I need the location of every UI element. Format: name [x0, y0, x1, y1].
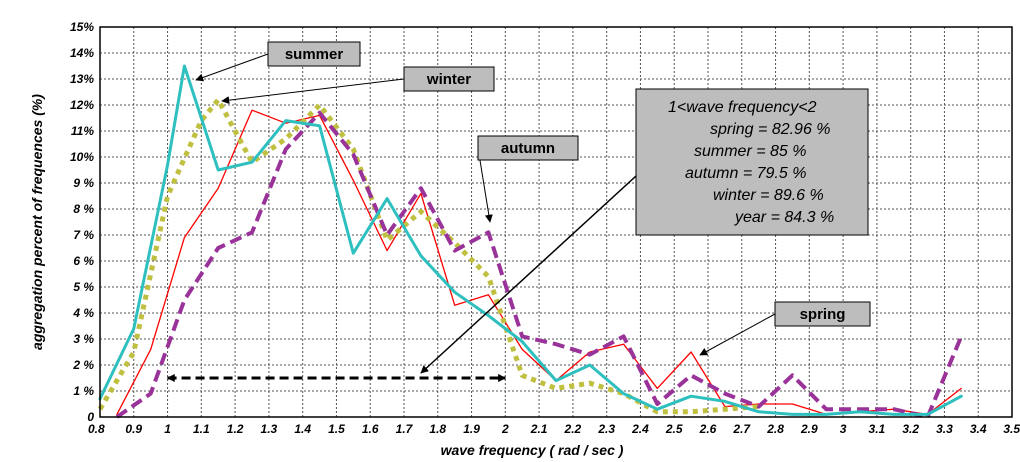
- x-tick-label: 3.4: [970, 422, 987, 436]
- y-tick-label: 2 %: [72, 358, 94, 372]
- annotation-arrow-spring: [699, 313, 776, 356]
- x-tick-label: 3.2: [902, 422, 919, 436]
- x-tick-label: 0.8: [88, 422, 105, 436]
- x-tick-label: 1.2: [227, 422, 244, 436]
- x-tick-label: 1.4: [294, 422, 311, 436]
- plot-area: [100, 27, 1012, 417]
- annotation-label-autumn: autumn: [501, 140, 555, 157]
- annotation-box-winter: [403, 66, 495, 92]
- x-tick-labels: 0.8 0.9 1 1.1 1.2 1.3 1.4 1.5 1.6 1.7 1.8 1.9 2 2.1 2.…: [88, 422, 1020, 436]
- x-tick-label: 1.5: [328, 422, 345, 436]
- y-tick-label: 13%: [70, 72, 94, 86]
- x-tick-label: 1.8: [429, 422, 446, 436]
- y-tick-label: 11%: [71, 124, 94, 138]
- annotation-label-winter: winter: [426, 71, 471, 88]
- y-tick-label: 12%: [70, 98, 94, 112]
- x-tick-label: 2.1: [530, 422, 548, 436]
- y-tick-label: 1 %: [73, 384, 94, 398]
- annotation-autumn: autumn: [477, 135, 579, 223]
- series-line-autumn: [115, 110, 964, 419]
- series-layer: [97, 64, 964, 419]
- x-axis-label: wave frequency ( rad / sec ): [441, 442, 624, 458]
- y-tick-label: 14%: [70, 46, 94, 60]
- x-tick-label: 1.7: [396, 422, 414, 436]
- x-tick-label: 3: [840, 422, 847, 436]
- y-tick-label: 15%: [70, 20, 94, 34]
- stats-line: winter = 89.6 %: [713, 187, 824, 204]
- x-tick-label: 1.3: [261, 422, 278, 436]
- annotation-box-summer: [267, 41, 361, 67]
- x-tick-label: 0.9: [125, 422, 142, 436]
- annotation-summer: summer: [195, 41, 361, 82]
- annotation-winter: winter: [221, 66, 495, 105]
- stats-line: autumn = 79.5 %: [685, 165, 806, 182]
- annotation-arrow-winter: [221, 78, 405, 105]
- x-tick-label: 2.3: [597, 422, 615, 436]
- y-tick-label: 0: [87, 410, 94, 424]
- x-tick-label: 2.7: [732, 422, 751, 436]
- series-line-winter: [97, 97, 759, 415]
- x-tick-label: 2.8: [766, 422, 784, 436]
- grid: [100, 27, 1012, 417]
- series-line-spring: [116, 109, 962, 416]
- annotation-box-spring: [774, 301, 871, 327]
- annotation-label-spring: spring: [800, 306, 846, 323]
- stats-line: summer = 85 %: [694, 143, 806, 160]
- x-tick-label: 2.6: [699, 422, 717, 436]
- y-tick-label: 7 %: [73, 228, 94, 242]
- x-tick-label: 3.1: [869, 422, 886, 436]
- y-axis-label: aggregation percent of frequences (%): [29, 94, 45, 350]
- x-tick-label: 1.9: [463, 422, 480, 436]
- x-tick-label: 3.3: [936, 422, 953, 436]
- x-tick-label: 3.5: [1003, 422, 1020, 436]
- x-tick-label: 2: [501, 422, 509, 436]
- x-tick-label: 1.1: [193, 422, 210, 436]
- x-tick-label: 2.2: [564, 422, 582, 436]
- stats-box: 1<wave frequency<2 spring = 82.96 % summer…: [420, 88, 869, 374]
- stats-line: spring = 82.96 %: [710, 121, 831, 138]
- annotation-label-summer: summer: [285, 46, 344, 63]
- plot-frame: [99, 26, 1013, 418]
- y-tick-label: 4 %: [72, 306, 94, 320]
- stats-line: 1<wave frequency<2: [668, 99, 817, 116]
- y-tick-label: 6 %: [73, 254, 94, 268]
- annotation-arrow-summer: [195, 53, 269, 82]
- stats-arrow: [420, 175, 637, 374]
- x-tick-label: 2.9: [800, 422, 818, 436]
- y-tick-labels: 0 1 % 2 % 3 % 4 % 5 % 6 % 7 % 8 % 9 % 10% 11% 12% 13%…: [70, 20, 94, 424]
- y-tick-label: 3 %: [73, 332, 94, 346]
- y-tick-label: 5 %: [73, 280, 94, 294]
- x-tick-label: 2.5: [665, 422, 683, 436]
- x-tick-label: 1.6: [362, 422, 379, 436]
- y-tick-label: 8 %: [73, 202, 94, 216]
- annotation-spring: spring: [699, 301, 871, 356]
- x-tick-label: 1: [164, 422, 171, 436]
- y-tick-label: 9 %: [73, 176, 94, 190]
- annotation-box-autumn: [477, 135, 579, 161]
- series-line-summer: [98, 64, 963, 416]
- y-tick-label: 10%: [70, 150, 94, 164]
- stats-line: year = 84.3 %: [734, 209, 834, 226]
- stats-box-background: [635, 88, 869, 236]
- x-tick-label: 2.4: [631, 422, 649, 436]
